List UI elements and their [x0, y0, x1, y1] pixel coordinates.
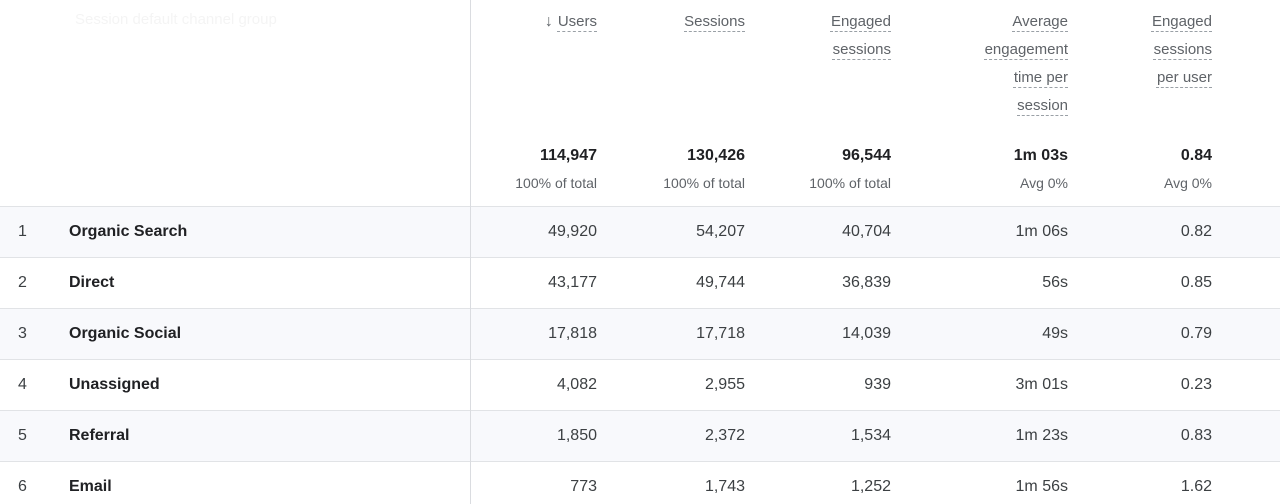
sessions-cell: 2,955: [704, 376, 745, 393]
dimension-header[interactable]: Session default channel group: [75, 11, 277, 28]
total-value: 130,426: [687, 147, 745, 164]
total-value: 114,947: [540, 147, 597, 164]
engaged-sessions-per-user-cell: 1.62: [1180, 478, 1212, 495]
dimension-cell: 5 Referral: [0, 427, 470, 445]
table-row: 3 Organic Social 17,818 17,718 14,039 49…: [0, 308, 1280, 359]
channel-name: Direct: [69, 274, 115, 291]
users-cell: 17,818: [548, 325, 597, 342]
users-cell: 43,177: [548, 274, 597, 291]
channel-name: Email: [69, 478, 112, 495]
engaged-sessions-per-user-cell: 0.23: [1180, 376, 1212, 393]
sessions-cell: 49,744: [696, 274, 745, 291]
total-value: 0.84: [1180, 147, 1212, 164]
sort-descending-icon: ↓: [544, 13, 553, 30]
row-number: 1: [18, 223, 27, 240]
dimension-column-spacer: [0, 8, 470, 120]
avg-engagement-time-cell: 1m 56s: [1015, 478, 1068, 495]
avg-engagement-time-cell: 56s: [1042, 274, 1068, 291]
avg-engagement-time-cell: 1m 23s: [1015, 427, 1068, 444]
total-users: 114,947 100% of total: [470, 146, 597, 192]
column-header-engaged-sessions[interactable]: Engaged sessions: [745, 8, 891, 120]
engaged-sessions-cell: 40,704: [842, 223, 891, 240]
dimension-cell: 2 Direct: [0, 274, 470, 292]
users-cell: 49,920: [548, 223, 597, 240]
engaged-sessions-per-user-cell: 0.85: [1180, 274, 1212, 291]
column-header-users[interactable]: ↓ Users: [470, 8, 597, 120]
dimension-cell: 3 Organic Social: [0, 325, 470, 343]
engaged-sessions-cell: 1,252: [850, 478, 891, 495]
dimension-cell: 4 Unassigned: [0, 376, 470, 394]
row-number: 2: [18, 274, 27, 291]
table-header: Session default channel group ↓ Users Ses…: [0, 0, 1280, 206]
total-sessions: 130,426 100% of total: [597, 146, 745, 192]
total-subtext: 100% of total: [663, 175, 745, 191]
total-subtext: Avg 0%: [1020, 175, 1068, 191]
column-header-engaged-sessions-per-user[interactable]: Engaged sessions per user: [1068, 8, 1212, 120]
column-header-label: Average engagement time per session: [984, 13, 1068, 114]
users-cell: 773: [570, 478, 597, 495]
channel-name: Organic Search: [69, 223, 188, 240]
row-number: 3: [18, 325, 27, 342]
sessions-cell: 1,743: [704, 478, 745, 495]
engaged-sessions-per-user-cell: 0.79: [1180, 325, 1212, 342]
engaged-sessions-cell: 14,039: [842, 325, 891, 342]
table-row: 5 Referral 1,850 2,372 1,534 1m 23s 0.83: [0, 410, 1280, 461]
engaged-sessions-cell: 939: [864, 376, 891, 393]
total-subtext: 100% of total: [515, 175, 597, 191]
column-header-avg-engagement-time[interactable]: Average engagement time per session: [891, 8, 1068, 120]
avg-engagement-time-cell: 1m 06s: [1015, 223, 1068, 240]
row-number: 4: [18, 376, 27, 393]
dimension-cell: 6 Email: [0, 478, 470, 496]
engaged-sessions-per-user-cell: 0.82: [1180, 223, 1212, 240]
sessions-cell: 2,372: [704, 427, 745, 444]
row-number: 5: [18, 427, 27, 444]
engaged-sessions-cell: 36,839: [842, 274, 891, 291]
total-subtext: Avg 0%: [1164, 175, 1212, 191]
column-header-sessions[interactable]: Sessions: [597, 8, 745, 120]
total-engaged-sessions-per-user: 0.84 Avg 0%: [1068, 146, 1212, 192]
dimension-cell: 1 Organic Search: [0, 223, 470, 241]
row-number: 6: [18, 478, 27, 495]
engaged-sessions-cell: 1,534: [850, 427, 891, 444]
sessions-cell: 54,207: [696, 223, 745, 240]
total-value: 96,544: [842, 147, 891, 164]
column-header-label: Sessions: [684, 13, 745, 30]
users-cell: 1,850: [556, 427, 597, 444]
total-subtext: 100% of total: [809, 175, 891, 191]
total-avg-engagement-time: 1m 03s Avg 0%: [891, 146, 1068, 192]
channel-name: Organic Social: [69, 325, 182, 342]
sessions-cell: 17,718: [696, 325, 745, 342]
users-cell: 4,082: [556, 376, 597, 393]
avg-engagement-time-cell: 3m 01s: [1015, 376, 1068, 393]
table-row: 2 Direct 43,177 49,744 36,839 56s 0.85: [0, 257, 1280, 308]
channel-name: Unassigned: [69, 376, 160, 393]
engaged-sessions-per-user-cell: 0.83: [1180, 427, 1212, 444]
total-value: 1m 03s: [1013, 147, 1068, 164]
column-header-label: Users: [557, 13, 597, 30]
avg-engagement-time-cell: 49s: [1042, 325, 1068, 342]
total-engaged-sessions: 96,544 100% of total: [745, 146, 891, 192]
table-row: 6 Email 773 1,743 1,252 1m 56s 1.62: [0, 461, 1280, 504]
column-header-row: ↓ Users Sessions Engaged sessions Average…: [0, 8, 1280, 120]
table-row: 4 Unassigned 4,082 2,955 939 3m 01s 0.23: [0, 359, 1280, 410]
column-header-label: Engaged sessions per user: [1151, 13, 1212, 86]
column-header-label: Engaged sessions: [830, 13, 891, 58]
channel-name: Referral: [69, 427, 130, 444]
table-row: 1 Organic Search 49,920 54,207 40,704 1m…: [0, 206, 1280, 257]
totals-spacer: [0, 146, 470, 192]
totals-row: 114,947 100% of total 130,426 100% of to…: [0, 146, 1280, 192]
